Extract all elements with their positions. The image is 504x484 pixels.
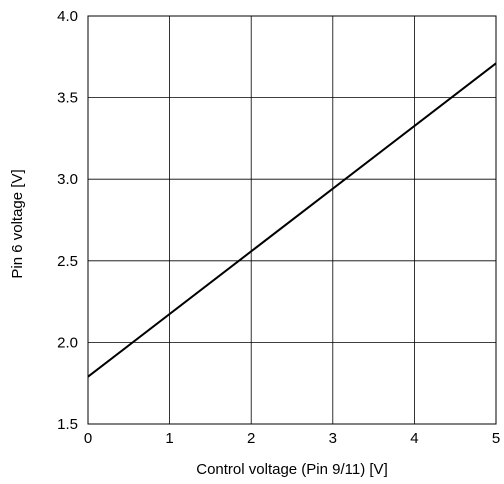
y-tick-label: 1.5 xyxy=(57,416,78,433)
y-tick-labels: 1.5 2.0 2.5 3.0 3.5 4.0 xyxy=(57,8,78,433)
plot-frame xyxy=(87,15,497,425)
y-tick-label: 3.5 xyxy=(57,90,78,107)
y-tick-label: 3.0 xyxy=(57,171,78,188)
x-axis-title: Control voltage (Pin 9/11) [V] xyxy=(196,461,387,478)
x-tick-labels: 0 1 2 3 4 5 xyxy=(84,430,500,447)
y-tick-label: 2.5 xyxy=(57,253,78,270)
y-axis-title: Pin 6 voltage [V] xyxy=(9,169,26,278)
x-tick-label: 2 xyxy=(247,430,255,447)
x-tick-label: 3 xyxy=(329,430,337,447)
x-tick-label: 5 xyxy=(492,430,500,447)
series-line-0 xyxy=(87,62,497,378)
y-tick-label: 4.0 xyxy=(57,8,78,25)
series-lines xyxy=(87,62,497,378)
x-tick-label: 4 xyxy=(410,430,418,447)
y-tick-label: 2.0 xyxy=(57,334,78,351)
x-tick-label: 1 xyxy=(165,430,173,447)
x-tick-label: 0 xyxy=(84,430,92,447)
